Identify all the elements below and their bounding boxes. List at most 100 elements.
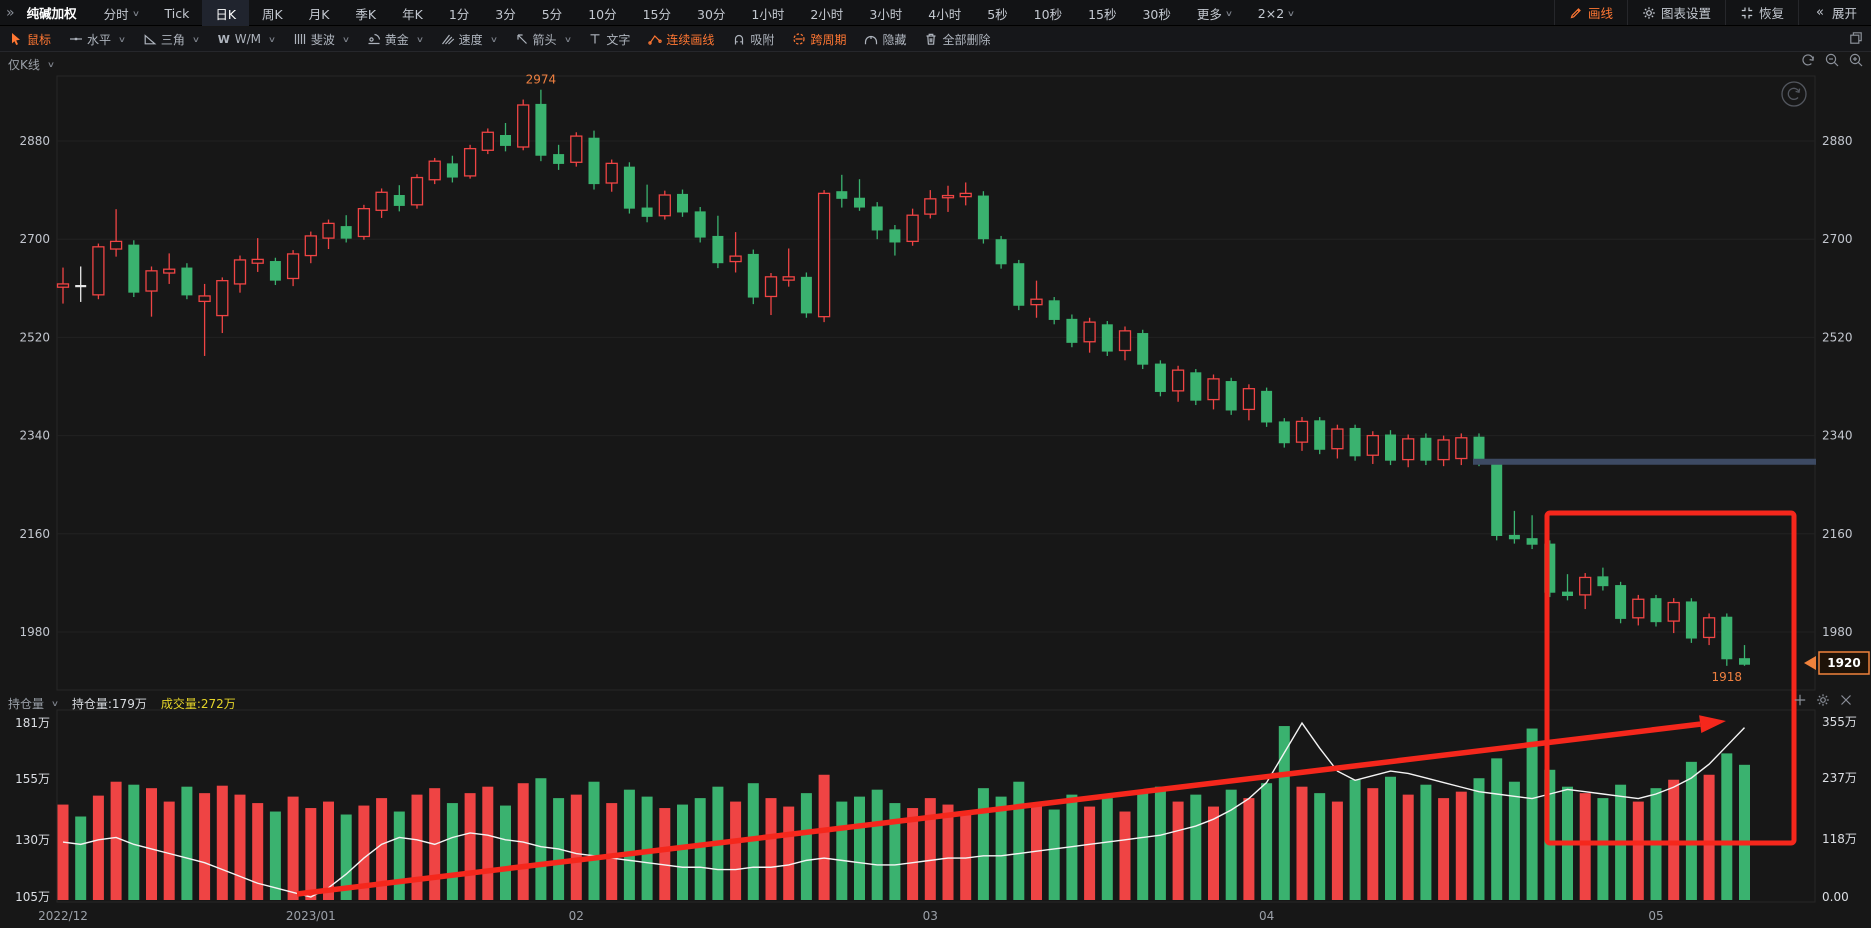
period-tab-年K[interactable]: 年K <box>389 0 436 26</box>
window-icon[interactable] <box>1849 31 1863 45</box>
undo-icon[interactable] <box>1802 54 1814 66</box>
chevron-down-icon: ∨ <box>415 34 424 44</box>
period-tab-label: 30分 <box>697 6 726 22</box>
candle-body-up <box>198 295 211 303</box>
period-tab-4小时[interactable]: 4小时 <box>915 0 974 26</box>
toolbar-action-展开[interactable]: « 展开 <box>1797 0 1871 25</box>
draw-tool-黄金[interactable]: 黄金 ∨ <box>358 27 432 51</box>
close-icon[interactable] <box>1839 693 1853 707</box>
period-tab-3分[interactable]: 3分 <box>482 0 528 26</box>
price-axis-label-left: 2700 <box>19 232 50 246</box>
volume-bar <box>92 795 104 900</box>
period-tab-2小时[interactable]: 2小时 <box>797 0 856 26</box>
candle-body-down <box>1526 538 1538 545</box>
period-tab-月K[interactable]: 月K <box>296 0 343 26</box>
volume-bar <box>1544 769 1556 900</box>
candle-body-up <box>1030 298 1043 306</box>
period-tab-15秒[interactable]: 15秒 <box>1075 0 1129 26</box>
period-tab-5秒[interactable]: 5秒 <box>974 0 1020 26</box>
candle-body-down <box>1473 436 1485 462</box>
speed-lines-icon <box>441 32 455 46</box>
period-tab-10分[interactable]: 10分 <box>575 0 629 26</box>
draw-tool-文字[interactable]: 文字 <box>579 27 639 51</box>
price-chart-canvas[interactable]: 2880 2880 2700 2700 2520 2520 2340 2340 2160 2160… <box>0 52 1871 928</box>
oi-axis-label: 105万 <box>15 890 50 904</box>
draw-tool-鼠标[interactable]: 鼠标 <box>0 27 60 51</box>
volume-bar <box>1278 726 1290 900</box>
volume-bar <box>871 789 883 900</box>
candle-body-up <box>959 192 972 198</box>
period-tab-季K[interactable]: 季K <box>342 0 389 26</box>
volume-bar <box>942 804 954 900</box>
red-arrow-head[interactable] <box>1699 715 1726 734</box>
volume-bar <box>1508 781 1520 900</box>
candle-body-down <box>1385 434 1396 461</box>
period-tab-30秒[interactable]: 30秒 <box>1129 0 1183 26</box>
plus-icon[interactable] <box>1793 693 1807 707</box>
period-tab-分时[interactable]: 分时 ∨ <box>91 0 152 26</box>
period-tab-label: 3小时 <box>869 6 903 22</box>
volume-bar <box>889 803 901 900</box>
toolbar-action-恢复[interactable]: 恢复 <box>1724 0 1798 25</box>
draw-tool-label: 斐波 <box>310 32 335 47</box>
draw-tool-连续画线[interactable]: 连续画线 <box>639 27 723 51</box>
candle-body-down <box>128 244 140 293</box>
pane-selector[interactable]: 仅K线 ∨ <box>8 56 55 73</box>
draw-tool-全部删除[interactable]: 全部删除 <box>915 27 999 51</box>
indicator-selector[interactable]: 持仓量 ∨ <box>8 695 59 712</box>
wm-icon: W <box>217 32 230 46</box>
period-tab-更多[interactable]: 更多 ∨ <box>1184 0 1245 26</box>
magnet-icon <box>732 32 746 46</box>
volume-bar <box>1225 789 1237 900</box>
candle-body-down <box>181 267 193 296</box>
draw-tool-label: 三角 <box>160 32 185 47</box>
collapse-panel-icon[interactable]: » <box>6 4 15 21</box>
draw-tool-吸附[interactable]: 吸附 <box>723 27 783 51</box>
draw-tool-W/M[interactable]: W W/M ∨ <box>208 27 284 51</box>
toolbar-action-画线[interactable]: 画线 <box>1553 0 1627 25</box>
volume-bar <box>694 798 706 900</box>
volume-bar <box>1385 776 1396 900</box>
candle-body-down <box>1048 300 1060 320</box>
gear-icon[interactable] <box>1816 693 1830 707</box>
candle-body-down <box>1491 463 1503 536</box>
candle-body-up <box>605 162 618 184</box>
period-tab-15分[interactable]: 15分 <box>630 0 684 26</box>
candle-body-up <box>570 135 583 163</box>
period-tab-1分[interactable]: 1分 <box>436 0 482 26</box>
zoom-out-icon[interactable] <box>1825 53 1839 67</box>
zoom-in-icon[interactable] <box>1849 53 1863 67</box>
red-rectangle-annotation[interactable] <box>1544 510 1797 846</box>
volume-bar <box>960 811 972 900</box>
period-tab-3小时[interactable]: 3小时 <box>856 0 915 26</box>
draw-tool-斐波[interactable]: 斐波 ∨ <box>284 27 358 51</box>
draw-tool-隐藏[interactable]: 隐藏 <box>855 27 915 51</box>
period-tab-30分[interactable]: 30分 <box>684 0 738 26</box>
reset-circle-icon[interactable] <box>1781 81 1807 107</box>
trash-icon <box>924 32 938 46</box>
period-tab-周K[interactable]: 周K <box>249 0 296 26</box>
candle-body-down <box>1544 543 1556 593</box>
period-tab-5分[interactable]: 5分 <box>529 0 575 26</box>
candle-body-down <box>712 235 724 264</box>
draw-tool-跨周期[interactable]: 跨周期 <box>783 27 855 51</box>
red-arrow-line[interactable] <box>296 721 1701 897</box>
draw-tool-速度[interactable]: 速度 ∨ <box>432 27 506 51</box>
period-tab-Tick[interactable]: Tick <box>151 0 202 26</box>
draw-tool-三角[interactable]: 三角 ∨ <box>134 27 208 51</box>
period-tab-1小时[interactable]: 1小时 <box>738 0 797 26</box>
draw-tool-水平[interactable]: 水平 ∨ <box>60 27 134 51</box>
period-tab-日K[interactable]: 日K <box>202 0 250 26</box>
horizontal-line-icon <box>69 32 83 46</box>
candle-body-down <box>1562 591 1573 596</box>
volume-bar <box>57 804 69 900</box>
price-axis-label-left: 2340 <box>19 429 50 443</box>
draw-tool-箭头[interactable]: 箭头 ∨ <box>506 27 580 51</box>
period-tab-10秒[interactable]: 10秒 <box>1021 0 1075 26</box>
candle-body-down <box>836 191 848 199</box>
volume-pane-border <box>56 709 1816 903</box>
x-axis-label: 2022/12 <box>38 909 88 923</box>
price-axis-label-right: 2160 <box>1822 527 1853 541</box>
toolbar-action-图表设置[interactable]: 图表设置 <box>1626 0 1725 25</box>
period-tab-2×2[interactable]: 2×2 ∨ <box>1245 0 1307 26</box>
